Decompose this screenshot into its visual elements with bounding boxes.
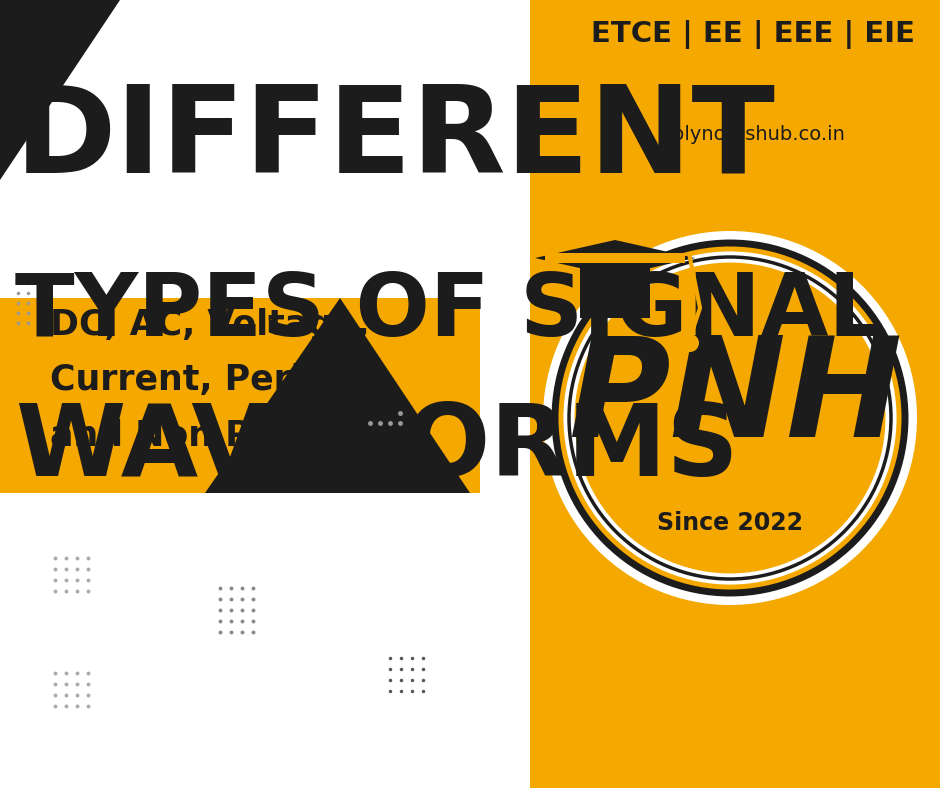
Circle shape [681, 334, 699, 352]
Text: Current, Periodic,: Current, Periodic, [50, 363, 397, 397]
Text: DC, AC, Voltage,: DC, AC, Voltage, [50, 308, 369, 342]
Text: ETCE | EE | EEE | EIE: ETCE | EE | EEE | EIE [591, 20, 915, 49]
Text: WAVEFORMS: WAVEFORMS [15, 400, 739, 497]
Text: Since 2022: Since 2022 [657, 511, 803, 535]
Polygon shape [545, 253, 685, 263]
Circle shape [543, 231, 917, 605]
Polygon shape [535, 240, 695, 276]
Polygon shape [530, 0, 940, 788]
FancyBboxPatch shape [0, 493, 480, 788]
Polygon shape [0, 0, 120, 180]
Polygon shape [205, 298, 470, 493]
Text: TYPES OF SIGNAL: TYPES OF SIGNAL [15, 270, 885, 354]
FancyBboxPatch shape [580, 258, 650, 318]
Text: and Non Periodic: and Non Periodic [50, 418, 384, 452]
Text: PNH: PNH [568, 330, 902, 466]
FancyBboxPatch shape [530, 0, 940, 788]
Circle shape [555, 243, 905, 593]
FancyBboxPatch shape [0, 298, 480, 493]
Text: DIFFERENT: DIFFERENT [15, 80, 775, 197]
Text: polynoteshub.co.in: polynoteshub.co.in [660, 125, 845, 144]
